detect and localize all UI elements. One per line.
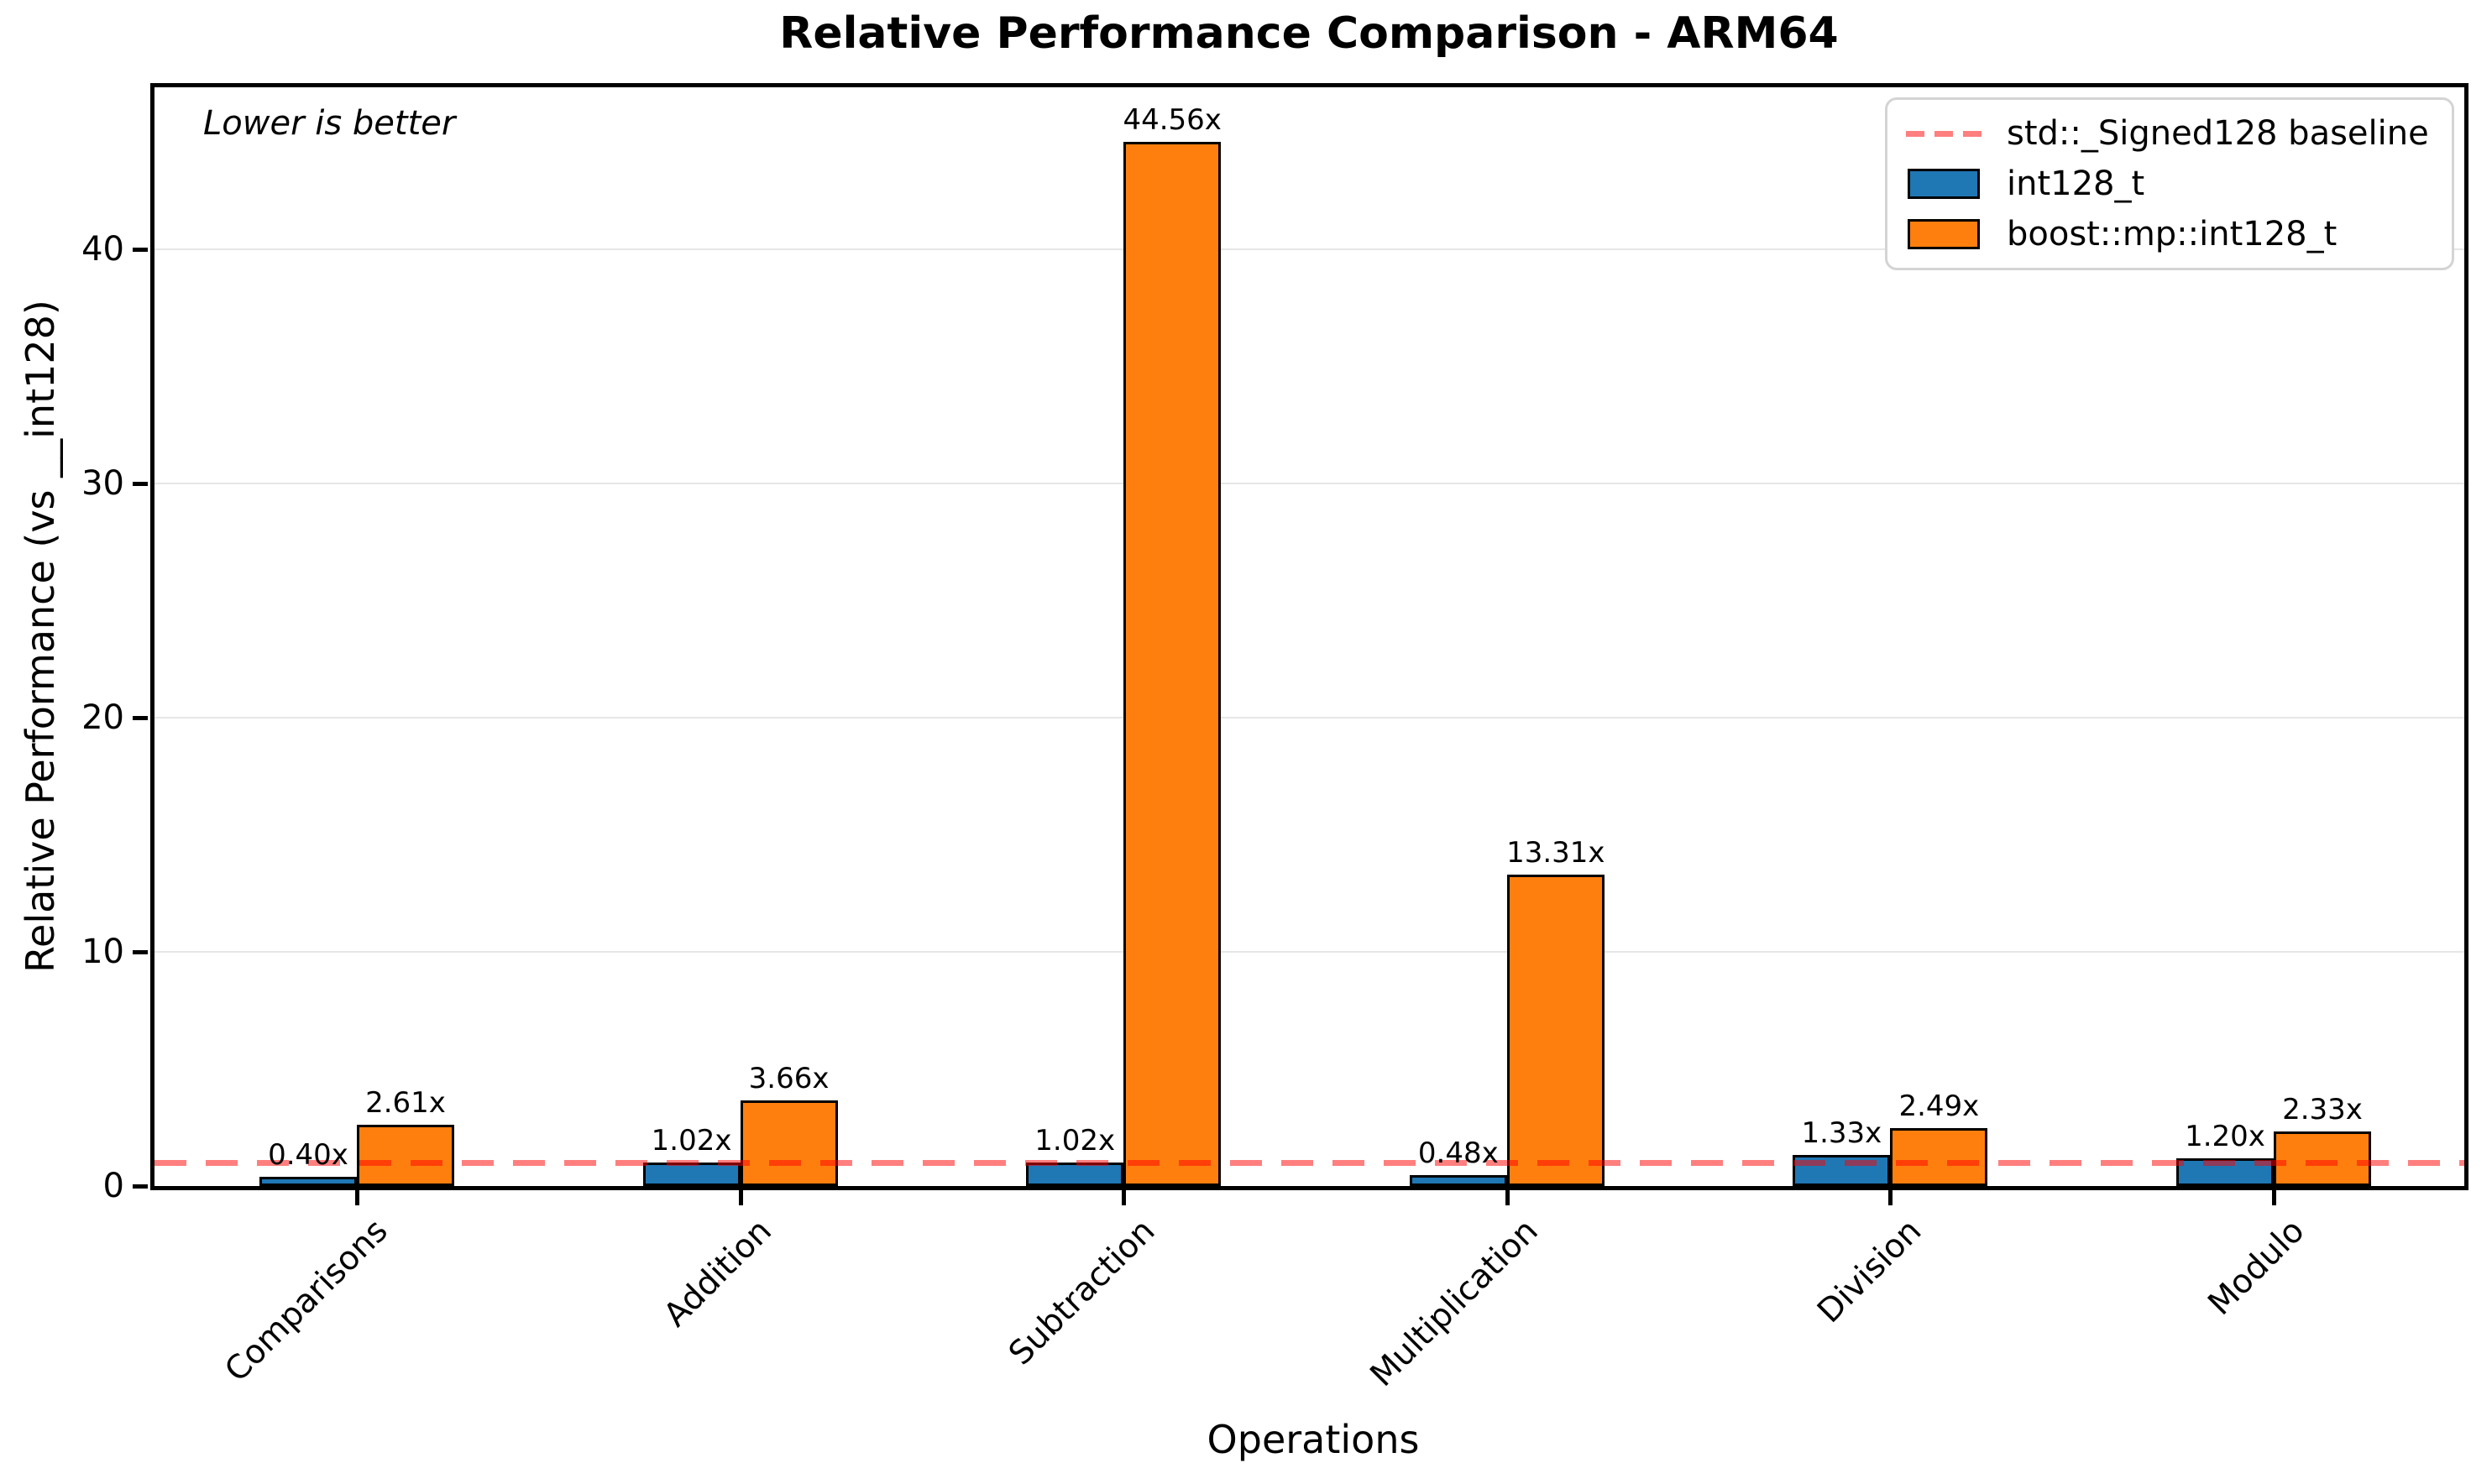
legend-item-int128: int128_t — [1906, 165, 2433, 203]
bar-value-label: 3.66x — [748, 1061, 830, 1095]
legend-label-boost: boost::mp::int128_t — [2007, 215, 2338, 253]
x-tick-mark-1 — [738, 1190, 743, 1205]
x-tick-label-3: Multiplication — [1363, 1212, 1546, 1394]
bar-value-label: 2.49x — [1898, 1089, 1980, 1123]
baseline-dash-icon — [1906, 130, 1982, 137]
x-tick-label-5: Modulo — [2201, 1212, 2312, 1324]
bar-value-label: 1.02x — [1034, 1123, 1116, 1157]
y-tick-mark-30 — [133, 481, 148, 486]
chart-title: Relative Performance Comparison - ARM64 — [779, 8, 1839, 59]
x-axis-label: Operations — [1207, 1417, 1420, 1462]
baseline-dashed-line — [154, 1160, 2464, 1167]
gridline-y10 — [154, 950, 2464, 953]
y-tick-label-10: 10 — [81, 932, 124, 971]
bar-int128-t-division — [1793, 1154, 1891, 1186]
x-tick-mark-2 — [1122, 1190, 1127, 1205]
bar-value-label: 1.33x — [1801, 1116, 1882, 1150]
y-tick-label-40: 40 — [81, 229, 124, 269]
bar-boost-mp-int128-t-modulo — [2274, 1131, 2371, 1186]
bar-boost-mp-int128-t-multiplication — [1506, 874, 1605, 1186]
bar-value-label: 44.56x — [1123, 103, 1222, 138]
x-tick-label-2: Subtraction — [1001, 1212, 1163, 1373]
legend: std::_Signed128 baseline int128_t boost:… — [1885, 97, 2454, 270]
y-tick-mark-20 — [133, 715, 148, 720]
legend-item-boost: boost::mp::int128_t — [1906, 215, 2433, 253]
bar-boost-mp-int128-t-division — [1890, 1127, 1988, 1186]
x-tick-mark-5 — [2272, 1190, 2276, 1205]
int128-swatch-icon — [1906, 169, 1982, 199]
bar-int128-t-multiplication — [1409, 1174, 1507, 1186]
y-axis-label: Relative Performance (vs __int128) — [18, 300, 63, 973]
bar-value-label: 1.02x — [651, 1123, 732, 1157]
gridline-y30 — [154, 482, 2464, 484]
gridline-y40 — [154, 248, 2464, 250]
lower-is-better-note: Lower is better — [203, 104, 456, 143]
y-tick-mark-40 — [133, 247, 148, 252]
y-tick-mark-0 — [133, 1184, 148, 1189]
bar-value-label: 2.33x — [2282, 1092, 2363, 1126]
x-tick-mark-3 — [1505, 1190, 1510, 1205]
legend-item-baseline: std::_Signed128 baseline — [1906, 114, 2433, 153]
bar-boost-mp-int128-t-subtraction — [1123, 142, 1222, 1186]
y-tick-label-30: 30 — [81, 463, 124, 503]
y-tick-mark-10 — [133, 949, 148, 954]
y-tick-label-20: 20 — [81, 698, 124, 737]
bar-int128-t-comparisons — [259, 1176, 357, 1186]
legend-label-baseline: std::_Signed128 baseline — [2007, 114, 2429, 153]
legend-label-int128: int128_t — [2007, 165, 2145, 203]
x-tick-label-1: Addition — [656, 1212, 779, 1335]
x-tick-mark-4 — [1888, 1190, 1893, 1205]
bar-boost-mp-int128-t-addition — [740, 1100, 838, 1186]
gridline-y20 — [154, 716, 2464, 718]
x-tick-label-0: Comparisons — [217, 1212, 395, 1390]
bar-value-label: 2.61x — [365, 1086, 446, 1121]
y-tick-label-0: 0 — [102, 1167, 124, 1205]
boost-swatch-icon — [1906, 219, 1982, 249]
bar-value-label: 1.20x — [2185, 1119, 2265, 1153]
x-tick-mark-0 — [355, 1190, 359, 1205]
x-tick-label-4: Division — [1810, 1212, 1929, 1331]
bar-value-label: 0.48x — [1417, 1136, 1499, 1170]
bar-value-label: 0.40x — [268, 1137, 348, 1172]
bar-boost-mp-int128-t-comparisons — [357, 1125, 454, 1186]
bar-value-label: 13.31x — [1506, 835, 1605, 870]
